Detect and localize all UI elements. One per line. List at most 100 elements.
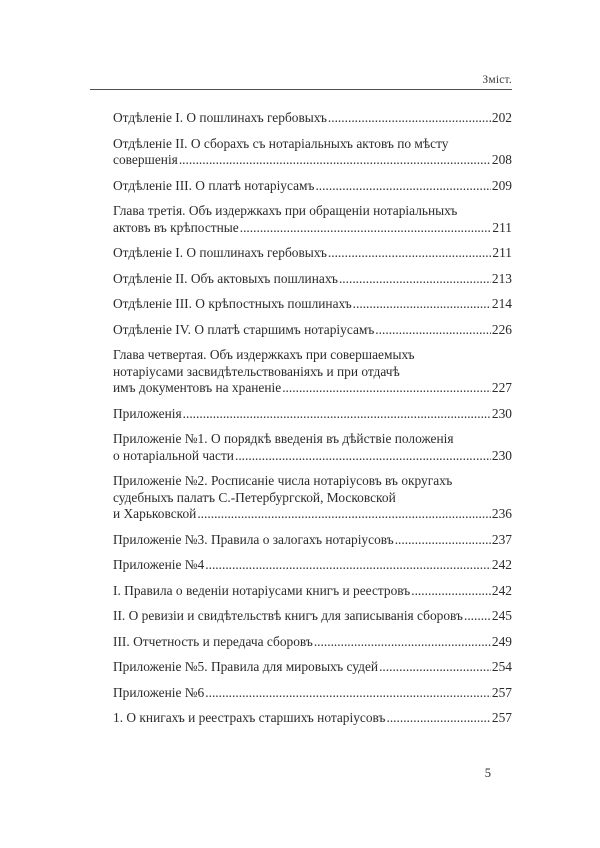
toc-entry: Приложенія .............................…: [113, 406, 512, 423]
toc-entry-line: нотаріусами засвидѣтельствованіяхъ и при…: [113, 363, 400, 379]
toc-entry-lastline: имъ документовъ на храненіе ............…: [113, 380, 512, 397]
page-number: 5: [484, 766, 491, 780]
toc-entry: Отдѣленіе II. О сборахъ съ нотаріальныхъ…: [113, 136, 512, 169]
dot-leader: ........................................…: [327, 245, 492, 260]
toc-entry-page: 202: [491, 110, 512, 125]
toc-entry-lastline: Отдѣленіе III. О крѣпостныхъ пошлинахъ .…: [113, 296, 512, 313]
toc-entry-page: 242: [491, 557, 512, 572]
toc-entry-text: II. О ревизіи и свидѣтельствѣ книгъ для …: [113, 608, 463, 623]
toc-entry-lastline: III. Отчетность и передача сборовъ .....…: [113, 634, 512, 651]
dot-leader: ........................................…: [182, 405, 491, 421]
dot-leader: ........................................…: [205, 557, 491, 572]
toc-entry-lastline: Приложенія .............................…: [113, 406, 512, 423]
dot-leader: ........................................…: [327, 110, 491, 125]
header-rule: [90, 89, 512, 90]
toc-entry-lastline: Приложеніе №3. Правила о залогахъ нотарі…: [113, 532, 512, 549]
toc-entry-page: 257: [491, 684, 512, 700]
dot-leader: ........................................…: [394, 531, 491, 547]
toc-entry-page: 254: [491, 659, 512, 674]
toc-entry: Приложеніе №5. Правила для мировыхъ суде…: [113, 659, 512, 676]
toc-entry-lastline: Приложеніе №6 ..........................…: [113, 685, 512, 702]
toc-entry: Глава третія. Объ издержкахъ при обращен…: [113, 203, 512, 236]
toc-entry-text: Приложеніе №6: [113, 684, 205, 700]
toc-entry-page: 230: [491, 447, 512, 463]
toc-entry: I. Правила о веденіи нотаріусами книгъ и…: [113, 583, 512, 600]
toc-entry: 1. О книгахъ и реестрахъ старшихъ нотарі…: [113, 710, 512, 727]
toc-entry-page: 245: [491, 608, 512, 623]
toc-entry-page: 208: [491, 152, 512, 167]
toc-entry-text: III. Отчетность и передача сборовъ: [113, 633, 313, 649]
toc-entry: Приложеніе №1. О порядкѣ введенія въ дѣй…: [113, 431, 512, 464]
toc-entry-text: Отдѣленіе I. О пошлинахъ гербовыхъ: [113, 245, 327, 260]
page-content: Зміст. Отдѣленіе I. О пошлинахъ гербовых…: [90, 0, 512, 736]
toc-entry-page: 236: [491, 506, 512, 521]
toc-entry-text: Отдѣленіе III. О платѣ нотаріусамъ: [113, 177, 315, 193]
toc-entry-lastline: Приложеніе №5. Правила для мировыхъ суде…: [113, 659, 512, 676]
toc-entry-text: о нотаріальной части: [113, 447, 234, 463]
toc-entry-page: 227: [491, 380, 512, 395]
toc-entry-text: Отдѣленіе IV. О платѣ старшимъ нотаріуса…: [113, 321, 375, 337]
toc-entry: Глава четвертая. Объ издержкахъ при сове…: [113, 347, 512, 397]
toc-entry-text: Приложеніе №3. Правила о залогахъ нотарі…: [113, 531, 394, 547]
dot-leader: ........................................…: [411, 582, 491, 598]
toc-entry: Отдѣленіе IV. О платѣ старшимъ нотаріуса…: [113, 322, 512, 339]
toc-entry-lastline: Отдѣленіе II. Объ актовыхъ пошлинахъ ...…: [113, 271, 512, 288]
toc-entry-lastline: о нотаріальной части ...................…: [113, 448, 512, 465]
toc-entry-page: 257: [491, 710, 512, 725]
dot-leader: ........................................…: [197, 506, 491, 521]
dot-leader: ........................................…: [178, 152, 491, 167]
toc-entry-page: 211: [492, 245, 512, 260]
toc-entry-lastline: и Харьковской ..........................…: [113, 506, 512, 523]
toc-entry-text: Приложеніе №5. Правила для мировыхъ суде…: [113, 659, 379, 674]
toc-entry-page: 237: [491, 531, 512, 547]
toc-entry: Приложеніе №2. Росписаніе числа нотаріус…: [113, 473, 512, 523]
toc-entry-lastline: Отдѣленіе IV. О платѣ старшимъ нотаріуса…: [113, 322, 512, 339]
toc-entry: Приложеніе №4 ..........................…: [113, 557, 512, 574]
toc-entry-text: Приложенія: [113, 405, 182, 421]
toc-entry-lastline: Отдѣленіе I. О пошлинахъ гербовыхъ .....…: [113, 110, 512, 127]
toc-entry-page: 214: [491, 296, 512, 311]
toc-entry-line: Приложеніе №1. О порядкѣ введенія въ дѣй…: [113, 431, 454, 446]
toc-entry-lastline: I. Правила о веденіи нотаріусами книгъ и…: [113, 583, 512, 600]
toc-entry: Приложеніе №3. Правила о залогахъ нотарі…: [113, 532, 512, 549]
dot-leader: ........................................…: [313, 633, 491, 649]
toc-entry-text: Приложеніе №4: [113, 557, 205, 572]
toc-entry: II. О ревизіи и свидѣтельствѣ книгъ для …: [113, 608, 512, 625]
running-header: Зміст.: [482, 74, 512, 86]
toc-entry-lastline: Отдѣленіе I. О пошлинахъ гербовыхъ .....…: [113, 245, 512, 262]
toc-entry-page: 226: [491, 321, 512, 337]
toc-entry-lastline: Приложеніе №4 ..........................…: [113, 557, 512, 574]
dot-leader: ........................................…: [315, 177, 491, 193]
toc-entry-text: актовъ въ крѣпостные: [113, 219, 239, 235]
toc-entry-text: Отдѣленіе II. Объ актовыхъ пошлинахъ: [113, 270, 338, 286]
toc-entry-line: Глава четвертая. Объ издержкахъ при сове…: [113, 347, 415, 362]
dot-leader: ........................................…: [205, 684, 491, 700]
dot-leader: ........................................…: [379, 659, 491, 674]
toc-entry: Отдѣленіе I. О пошлинахъ гербовыхъ .....…: [113, 110, 512, 127]
toc-entry-lastline: 1. О книгахъ и реестрахъ старшихъ нотарі…: [113, 710, 512, 727]
toc-entry-page: 230: [491, 405, 512, 421]
toc-entry: Приложеніе №6 ..........................…: [113, 685, 512, 702]
toc-entry-page: 242: [491, 582, 512, 598]
toc-entry-text: Отдѣленіе III. О крѣпостныхъ пошлинахъ: [113, 296, 352, 311]
toc-entry-text: и Харьковской: [113, 506, 197, 521]
dot-leader: ........................................…: [234, 447, 491, 463]
dot-leader: ........................................…: [386, 710, 491, 725]
toc-entry: Отдѣленіе I. О пошлинахъ гербовыхъ .....…: [113, 245, 512, 262]
toc-entry-lastline: совершенія .............................…: [113, 152, 512, 169]
toc-entry-text: I. Правила о веденіи нотаріусами книгъ и…: [113, 582, 411, 598]
toc-entry-text: имъ документовъ на храненіе: [113, 380, 282, 395]
toc-entry-page: 249: [491, 633, 512, 649]
dot-leader: ........................................…: [239, 219, 492, 235]
toc-entry-text: Отдѣленіе I. О пошлинахъ гербовыхъ: [113, 110, 327, 125]
toc-entry-page: 213: [491, 270, 512, 286]
toc-entry-line: Отдѣленіе II. О сборахъ съ нотаріальныхъ…: [113, 135, 449, 151]
toc-entry: III. Отчетность и передача сборовъ .....…: [113, 634, 512, 651]
toc-entry-lastline: актовъ въ крѣпостные ...................…: [113, 220, 512, 237]
toc-entry-text: совершенія: [113, 152, 178, 167]
dot-leader: ........................................…: [463, 608, 491, 623]
toc-entry-page: 211: [492, 219, 512, 235]
dot-leader: ........................................…: [352, 296, 491, 311]
toc-list: Отдѣленіе I. О пошлинахъ гербовыхъ .....…: [90, 90, 512, 727]
